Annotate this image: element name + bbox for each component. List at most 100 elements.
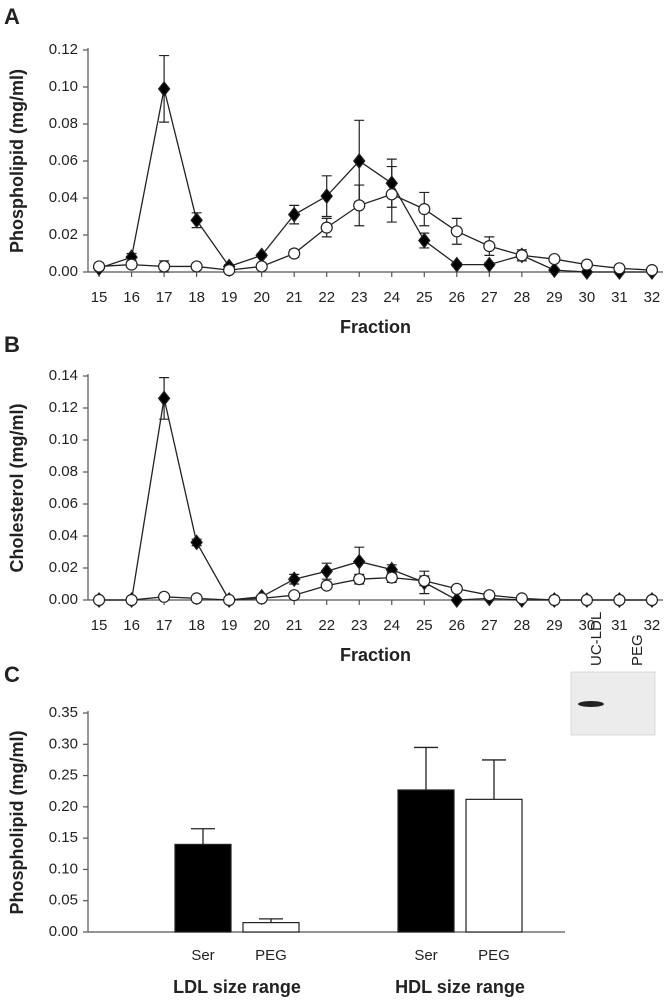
series-label: Ser — [191, 947, 214, 964]
x-tick-label: 22 — [318, 289, 335, 306]
x-tick-label: 15 — [91, 617, 108, 634]
marker — [450, 225, 463, 238]
marker — [288, 589, 301, 602]
marker — [483, 256, 496, 273]
marker — [320, 221, 333, 234]
y-axis-title: Cholesterol (mg/ml) — [7, 403, 27, 572]
series-label: PEG — [478, 947, 510, 964]
marker — [92, 260, 106, 273]
y-tick-label: 0.25 — [49, 767, 78, 784]
marker — [385, 175, 399, 192]
x-tick-label: 16 — [123, 617, 140, 634]
marker — [548, 262, 561, 279]
marker — [157, 390, 171, 407]
y-tick-label: 0.08 — [49, 115, 78, 132]
y-tick-label: 0.02 — [49, 226, 78, 243]
x-tick-label: 24 — [383, 617, 400, 634]
x-tick-label: 28 — [514, 617, 531, 634]
panel-label: B — [4, 332, 20, 357]
y-tick-label: 0.04 — [49, 189, 78, 206]
marker — [255, 592, 268, 605]
error-bar — [414, 746, 438, 790]
y-tick-label: 0.10 — [49, 78, 78, 95]
x-tick-label: 17 — [156, 617, 173, 634]
y-tick-label: 0.05 — [49, 892, 78, 909]
panel-label: C — [4, 662, 20, 687]
x-tick-label: 27 — [481, 289, 498, 306]
series-line — [99, 193, 652, 271]
gel-lane-label: UC-LDL — [588, 612, 605, 666]
error-bar — [191, 828, 215, 845]
marker — [483, 589, 496, 602]
x-tick-label: 26 — [448, 289, 465, 306]
x-tick-label: 20 — [253, 617, 270, 634]
x-tick-label: 32 — [644, 617, 661, 634]
marker — [320, 188, 333, 205]
y-tick-label: 0.06 — [49, 495, 78, 512]
x-tick-label: 16 — [123, 289, 140, 306]
panel-label: A — [4, 4, 20, 29]
y-tick-label: 0.30 — [49, 735, 78, 752]
x-tick-label: 15 — [91, 289, 108, 306]
y-tick-label: 0.00 — [49, 923, 78, 940]
gel-band — [578, 701, 604, 707]
error-bar — [259, 918, 283, 923]
marker — [190, 212, 203, 229]
x-tick-label: 30 — [579, 289, 596, 306]
marker — [548, 593, 561, 607]
marker — [385, 188, 398, 201]
marker — [450, 582, 463, 595]
x-tick-label: 28 — [514, 289, 531, 306]
marker — [320, 579, 333, 592]
x-tick-label: 17 — [156, 289, 173, 306]
x-tick-label: 26 — [448, 617, 465, 634]
y-tick-label: 0.15 — [49, 829, 78, 846]
x-tick-label: 29 — [546, 289, 563, 306]
y-tick-label: 0.10 — [49, 431, 78, 448]
y-tick-label: 0.12 — [49, 41, 78, 58]
y-tick-label: 0.00 — [49, 263, 78, 280]
marker — [190, 260, 203, 273]
marker — [385, 571, 398, 584]
marker — [223, 264, 236, 277]
marker — [125, 593, 138, 607]
y-tick-label: 0.20 — [49, 798, 78, 815]
x-tick-label: 31 — [611, 617, 628, 634]
x-tick-label: 20 — [253, 289, 270, 306]
y-tick-label: 0.10 — [49, 860, 78, 877]
y-axis-title: Phospholipid (mg/ml) — [7, 69, 27, 253]
marker — [157, 80, 171, 97]
x-tick-label: 18 — [188, 289, 205, 306]
category-label: LDL size range — [173, 977, 301, 997]
x-tick-label: 19 — [221, 617, 238, 634]
bar — [174, 843, 232, 933]
x-tick-label: 32 — [644, 289, 661, 306]
y-tick-label: 0.12 — [49, 399, 78, 416]
marker — [158, 590, 171, 603]
series-line — [99, 576, 652, 601]
marker — [515, 249, 528, 262]
marker — [483, 240, 496, 253]
x-tick-label: 23 — [351, 289, 368, 306]
marker — [320, 563, 333, 580]
marker — [613, 593, 626, 607]
marker — [92, 593, 106, 607]
marker — [645, 593, 659, 607]
y-tick-label: 0.00 — [49, 591, 78, 608]
x-tick-label: 25 — [416, 289, 433, 306]
gel-lane-label: PEG — [629, 634, 646, 666]
y-tick-label: 0.04 — [49, 527, 78, 544]
marker — [190, 534, 203, 551]
marker — [353, 199, 366, 212]
x-tick-label: 21 — [286, 289, 303, 306]
marker — [352, 553, 366, 570]
marker — [190, 592, 203, 605]
x-tick-label: 29 — [546, 617, 563, 634]
x-axis-title: Fraction — [340, 645, 411, 665]
x-tick-label: 23 — [351, 617, 368, 634]
y-tick-label: 0.14 — [49, 367, 78, 384]
y-tick-label: 0.06 — [49, 152, 78, 169]
x-tick-label: 22 — [318, 617, 335, 634]
marker — [255, 260, 268, 273]
